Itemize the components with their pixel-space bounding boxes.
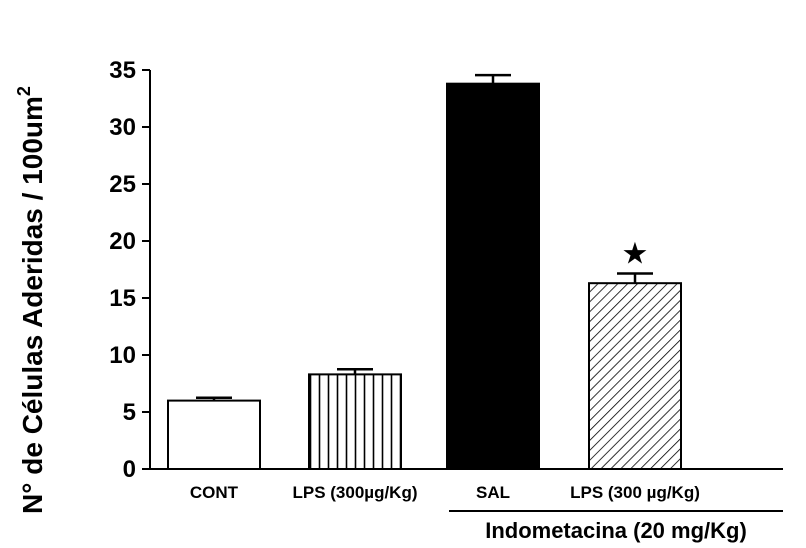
y-tick-label: 35 — [109, 57, 136, 84]
bar — [446, 82, 540, 471]
y-tick-label: 15 — [109, 285, 136, 312]
bars: ★ — [167, 73, 682, 471]
category-labels: CONT LPS (300µg/Kg) SAL LPS (300 µg/Kg) — [190, 483, 700, 502]
significance-star: ★ — [622, 236, 649, 271]
y-tick-label: 10 — [109, 342, 136, 369]
svg-text:N° de Células Aderidas / 100um: N° de Células Aderidas / 100um2 — [14, 86, 48, 514]
bar — [167, 399, 261, 471]
y-axis-title: N° de Células Aderidas / 100um — [17, 96, 48, 514]
y-axis-title-superscript: 2 — [14, 86, 34, 96]
category-label: LPS (300 µg/Kg) — [570, 483, 700, 502]
y-tick-label: 0 — [123, 456, 136, 483]
bar — [588, 282, 682, 470]
y-tick-label: 30 — [109, 114, 136, 141]
y-tick-label: 5 — [123, 399, 136, 426]
y-axis-label: N° de Células Aderidas / 100um2 — [14, 86, 48, 514]
category-label: CONT — [190, 483, 239, 502]
y-tick-label: 25 — [109, 171, 136, 198]
y-tick-label: 20 — [109, 228, 136, 255]
category-label: SAL — [476, 483, 510, 502]
group-label: Indometacina (20 mg/Kg) — [485, 518, 747, 543]
axes: 0 5 10 15 20 25 30 35 — [109, 57, 783, 483]
category-label: LPS (300µg/Kg) — [292, 483, 417, 502]
bar — [308, 373, 402, 471]
